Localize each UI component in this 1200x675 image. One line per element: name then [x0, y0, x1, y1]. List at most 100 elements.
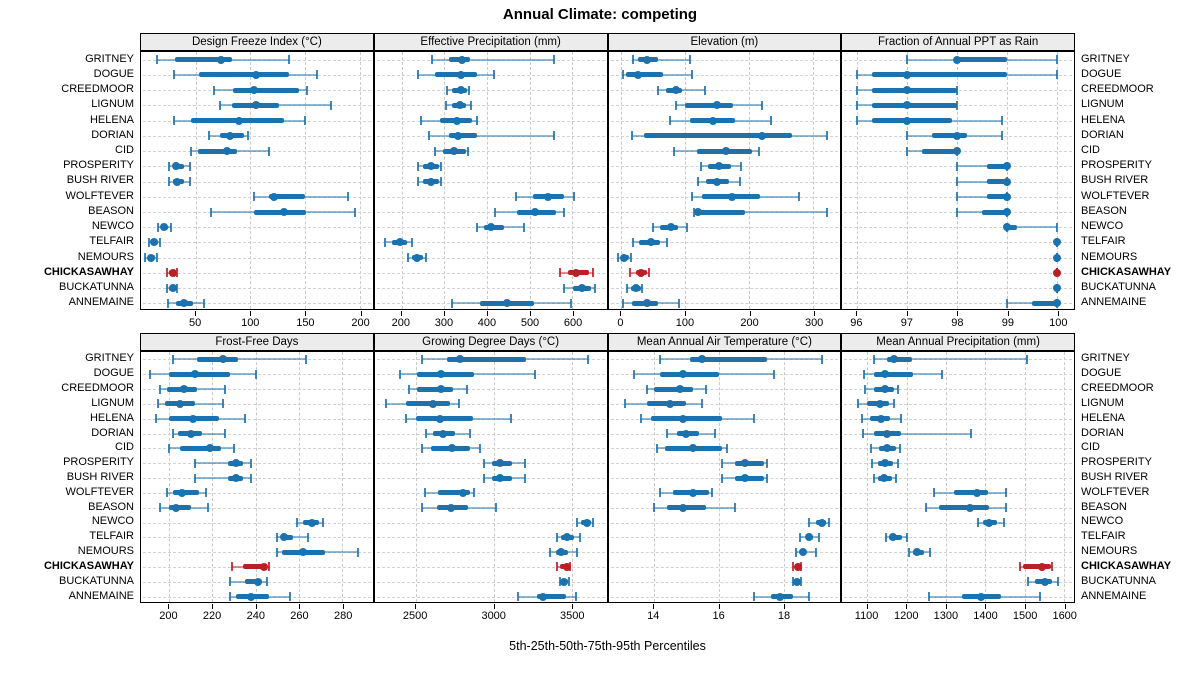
whisker-cap	[766, 458, 769, 468]
site-label-left: HELENA	[89, 411, 134, 424]
median-dot	[308, 518, 317, 527]
axis-tick-label: 18	[777, 610, 791, 622]
median-dot	[1003, 192, 1012, 201]
axis-tick	[212, 604, 214, 609]
median-dot	[458, 488, 467, 497]
median-dot	[1003, 208, 1012, 216]
whisker-cap	[884, 532, 887, 542]
median-dot	[805, 533, 814, 542]
row-guide	[610, 581, 839, 583]
axis-tick	[684, 311, 686, 316]
axis-tick	[400, 311, 402, 316]
whisker-cap	[666, 237, 669, 247]
whisker-cap	[864, 384, 867, 394]
gridline	[169, 352, 171, 602]
axis-tick-label: 300	[434, 317, 454, 329]
axis-tick-label: 98	[951, 317, 964, 329]
whisker-cap	[572, 192, 575, 202]
x-axis: 96 97 98 99 100	[841, 311, 1075, 333]
median-dot	[890, 355, 899, 364]
whisker-cap	[224, 384, 227, 394]
whisker-cap	[407, 253, 410, 263]
row-guide	[143, 181, 371, 183]
panel-strip: Fraction of Annual PPT as Rain	[841, 33, 1075, 51]
site-label-left: DOGUE	[93, 67, 134, 80]
whisker-cap	[647, 268, 650, 278]
whisker-cap	[1004, 488, 1007, 498]
row-guide	[376, 433, 605, 435]
whisker-cap	[166, 268, 169, 278]
site-label-right: GRITNEY	[1081, 352, 1130, 365]
median-dot	[413, 253, 422, 262]
whisker-cap	[417, 70, 420, 80]
row-guide	[143, 552, 371, 554]
median-dot	[146, 253, 155, 262]
median-dot	[709, 116, 718, 125]
row-guide	[376, 212, 605, 213]
median-dot	[180, 385, 189, 394]
site-label-left: BUSH RIVER	[66, 174, 134, 187]
iqr-bar	[417, 371, 474, 377]
median-dot	[728, 192, 737, 201]
whisker-cap	[218, 100, 221, 110]
row-guide	[143, 135, 371, 137]
median-dot	[881, 370, 890, 379]
whisker-cap	[795, 547, 798, 557]
whisker-cap	[304, 354, 307, 364]
site-label-left: PROSPERITY	[63, 159, 134, 172]
axis-tick-label: 14	[647, 610, 660, 622]
median-dot	[175, 399, 184, 408]
site-label-left: ANNEMAINE	[68, 589, 134, 602]
axis-tick	[718, 604, 720, 609]
whisker-cap	[250, 473, 253, 483]
median-dot	[642, 299, 651, 308]
median-dot	[253, 577, 262, 586]
site-label-right: WOLFTEVER	[1081, 189, 1150, 202]
row-guide	[376, 403, 605, 405]
whisker-cap	[399, 369, 402, 379]
panel-strip-label: Growing Degree Days (°C)	[422, 336, 560, 348]
whisker-cap	[621, 298, 624, 308]
whisker-cap	[482, 473, 485, 483]
row-guide	[610, 522, 839, 524]
iqr-bar	[872, 118, 953, 124]
whisker-cap	[956, 161, 959, 171]
axis-tick	[572, 604, 574, 609]
whisker-cap	[659, 488, 662, 498]
row-guide	[844, 288, 1072, 290]
whisker-cap	[472, 488, 475, 498]
site-label-left: BUSH RIVER	[66, 470, 134, 483]
whisker-cap	[738, 177, 741, 186]
axis-tick	[415, 604, 417, 609]
iqr-bar	[644, 133, 793, 139]
whisker-cap	[861, 414, 864, 424]
whisker-cap	[385, 399, 388, 409]
row-guide	[376, 581, 605, 583]
median-dot	[235, 116, 244, 125]
x-axis: 2500 3000 3500	[374, 604, 608, 626]
whisker-cap	[929, 547, 932, 557]
gridline	[250, 52, 252, 309]
percentile-whisker	[874, 358, 1028, 361]
whisker-cap	[725, 443, 728, 453]
plot-area	[373, 51, 608, 310]
gridline	[813, 52, 815, 309]
whisker-cap	[933, 488, 936, 498]
whisker-cap	[956, 207, 959, 217]
whisker-cap	[233, 443, 236, 453]
site-label-right: BEASON	[1081, 500, 1127, 513]
iqr-bar	[434, 72, 477, 78]
gridline	[486, 52, 488, 309]
whisker-cap	[549, 547, 552, 557]
whisker-cap	[576, 518, 579, 527]
axis-tick-label: 100	[675, 317, 695, 329]
median-dot	[447, 444, 456, 453]
axis-tick-label: 600	[563, 317, 583, 329]
x-axis: 200 300 400 500 600	[374, 311, 608, 333]
percentile-whisker	[863, 432, 972, 435]
whisker-cap	[207, 131, 210, 141]
axis-tick-label: 500	[520, 317, 540, 329]
panel-strip-label: Fraction of Annual PPT as Rain	[878, 36, 1039, 48]
median-dot	[976, 592, 985, 601]
gridline	[571, 352, 573, 602]
